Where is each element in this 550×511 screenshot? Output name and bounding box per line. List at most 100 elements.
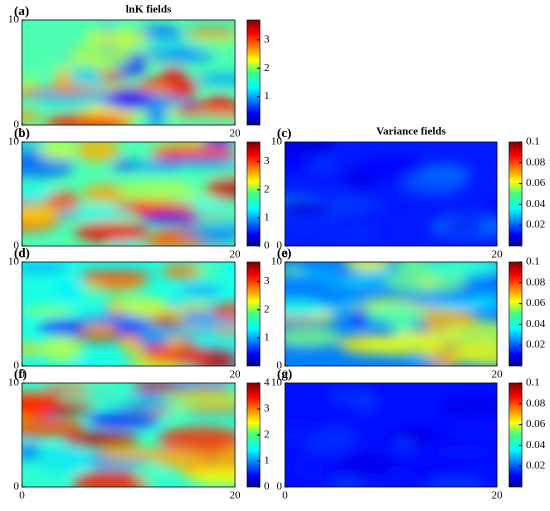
field-blob xyxy=(22,185,58,197)
field-blob xyxy=(185,35,235,47)
field-blobs xyxy=(285,142,497,246)
field-blob xyxy=(179,302,214,312)
field-image xyxy=(22,142,235,246)
panel-label: (f) xyxy=(14,366,27,381)
field-blob xyxy=(425,262,497,278)
field-blob xyxy=(438,394,497,418)
field-blob xyxy=(122,159,183,172)
field-blob xyxy=(22,307,78,316)
field-blob xyxy=(328,478,363,487)
field-blob xyxy=(112,161,137,170)
field-blob xyxy=(76,142,121,163)
y-tick-label: 10 xyxy=(8,377,20,389)
field-blob xyxy=(162,67,186,78)
colorbar xyxy=(246,141,261,247)
field-blobs xyxy=(22,23,235,125)
field-blob xyxy=(141,327,223,339)
colorbar-tick-label: 2 xyxy=(264,62,270,74)
field-blob xyxy=(285,266,305,275)
field-blob xyxy=(418,278,439,288)
panel-title: Variance fields xyxy=(376,126,446,138)
field-blob xyxy=(285,199,329,217)
x-tick-label: 0 xyxy=(19,490,25,502)
x-tick-label: 0 xyxy=(282,249,288,261)
colorbar-tick-label: 0.04 xyxy=(526,318,546,330)
field-blob xyxy=(310,312,338,322)
field-blob xyxy=(285,327,342,348)
field-blob xyxy=(211,302,235,321)
field-blob xyxy=(364,335,445,356)
field-blob xyxy=(39,336,84,363)
field-blob xyxy=(333,298,368,307)
field-blob xyxy=(63,431,140,449)
colorbar-tick-label: 3 xyxy=(264,33,270,45)
colorbar-tick-label: 2 xyxy=(264,303,270,315)
field-blob xyxy=(324,278,390,289)
field-blob xyxy=(205,174,235,201)
field-blob xyxy=(75,271,154,280)
field-blob xyxy=(38,142,78,160)
field-blob xyxy=(74,221,151,243)
axes-frame xyxy=(284,261,498,367)
colorbar-tick-label: 0.06 xyxy=(526,297,546,309)
field-blob xyxy=(72,470,150,487)
x-tick-label: 20 xyxy=(230,249,242,261)
x-tick-label: 20 xyxy=(230,369,242,381)
axes-frame xyxy=(21,141,236,247)
field-blob xyxy=(42,384,90,394)
field-blob xyxy=(343,262,392,272)
field-blob xyxy=(34,446,91,473)
field-image xyxy=(22,20,235,125)
colorbar-tick-label: 3 xyxy=(264,403,270,415)
colorbar-tick-label: 3 xyxy=(264,275,270,287)
field-blob xyxy=(115,201,193,214)
axes-frame xyxy=(21,19,236,126)
colorbar-tick-label: 0.02 xyxy=(526,219,545,231)
field-blob xyxy=(140,213,203,224)
field-blob xyxy=(131,383,181,393)
axes-frame xyxy=(284,382,498,488)
field-image xyxy=(285,383,497,487)
y-tick-label: 10 xyxy=(8,136,20,148)
field-blobs xyxy=(22,142,235,246)
colorbar-tick-label: 0.08 xyxy=(526,156,546,168)
field-blob xyxy=(37,55,78,70)
colorbar-tick-label: 0.04 xyxy=(526,198,546,210)
field-blob xyxy=(161,263,202,279)
x-tick-label: 20 xyxy=(230,128,242,140)
field-blob xyxy=(83,28,151,47)
field-blob xyxy=(285,235,305,246)
field-blob xyxy=(185,28,235,37)
field-blob xyxy=(321,194,383,215)
field-blob xyxy=(455,310,476,326)
field-blob xyxy=(178,225,235,239)
colorbar-tick-label: 4 xyxy=(264,377,270,389)
field-blob xyxy=(180,285,222,296)
axes-frame xyxy=(284,141,498,247)
colorbar-tick-label: 0.1 xyxy=(526,136,540,148)
field-blob xyxy=(47,84,98,94)
colorbar-tick-label: 0.06 xyxy=(526,418,546,430)
field-blob xyxy=(66,43,134,69)
field-blob xyxy=(80,323,118,337)
field-blob xyxy=(137,465,167,482)
x-tick-label: 20 xyxy=(492,249,504,261)
panel-label: (e) xyxy=(277,245,291,260)
colorbar-tick-label: 1 xyxy=(264,455,270,467)
field-blob xyxy=(22,343,42,356)
field-blob xyxy=(72,360,96,366)
field-blob xyxy=(22,202,58,225)
field-blob xyxy=(169,156,235,168)
field-blob xyxy=(356,156,426,179)
field-blob xyxy=(143,47,214,63)
field-blob xyxy=(88,411,159,429)
panel: 0 20 0 10(c) Variance fields 0.02 0.04 0.06 0.08… xyxy=(271,125,546,261)
colorbar-tick-label: 0.08 xyxy=(526,397,546,409)
colorbar xyxy=(246,19,261,126)
colorbar-tick-label: 1 xyxy=(264,90,270,102)
colorbar-tick-label: 0.04 xyxy=(526,439,546,451)
colorbar-tick-label: 0.02 xyxy=(526,460,545,472)
